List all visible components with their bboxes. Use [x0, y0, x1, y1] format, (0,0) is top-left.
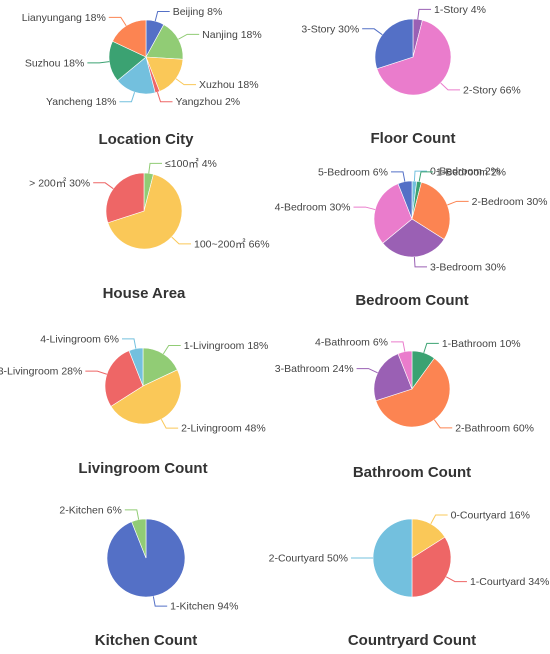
slice-label: 3-Bedroom 30%: [430, 261, 506, 273]
chart-title: Bedroom Count: [355, 292, 468, 309]
slice-label: 3-Story 30%: [301, 23, 359, 35]
slice-label: Beijing 8%: [173, 6, 223, 18]
pie-chart-house-area: ≤100㎡ 4% 100~200㎡ 66% > 200㎡ 30% House Area: [29, 158, 269, 302]
slice-label: 1-Kitchen 94%: [170, 601, 238, 613]
leader-line: [108, 16, 127, 27]
chart-title: Location City: [98, 131, 194, 148]
pie-slice: [107, 173, 183, 250]
chart-title: Bathroom Count: [353, 464, 471, 481]
slice-label: Nanjing 18%: [202, 29, 262, 41]
slice-label: Suzhou 18%: [25, 57, 85, 69]
pie-slice: [382, 218, 445, 258]
chart-title: Countryard Count: [348, 632, 476, 649]
chart-title: Kitchen Count: [95, 632, 198, 649]
pie-slice: [375, 357, 451, 428]
leader-line: [171, 236, 191, 245]
slice-label: 2-Story 66%: [463, 84, 521, 96]
slice-label: Lianyungang 18%: [22, 12, 106, 24]
pie-slice: [131, 518, 147, 559]
leader-line: [447, 200, 469, 206]
leader-line: [162, 344, 181, 355]
pie-chart-bathroom-count: 1-Bathroom 10% 2-Bathroom 60% 3-Bathroom 2…: [275, 336, 534, 481]
leader-line: [85, 370, 108, 375]
pie-slice: [108, 40, 147, 82]
pie-slice: [110, 369, 182, 425]
pie-slice: [411, 536, 452, 598]
slice-label: 1-Story 4%: [434, 4, 486, 16]
leader-line: [152, 596, 168, 607]
pie-slice: [376, 19, 452, 96]
pie-chart-location-city: Beijing 8% Nanjing 18% Xuzhou 18% Yangzhou …: [22, 6, 262, 148]
slice-label: > 200㎡ 30%: [29, 177, 90, 189]
pie-slice: [145, 56, 184, 92]
leader-line: [445, 576, 467, 583]
slice-label: 2-Livingroom 48%: [181, 423, 266, 435]
pie-slice: [411, 181, 451, 240]
pie-slice: [104, 350, 144, 407]
pie-slice: [372, 518, 413, 598]
slice-label: Xuzhou 18%: [199, 79, 259, 91]
leader-line: [440, 82, 460, 91]
slice-label: 2-Kitchen 6%: [59, 504, 121, 516]
leader-line: [148, 162, 163, 174]
slice-label: 4-Bathroom 6%: [315, 336, 388, 348]
chart-title: Floor Count: [371, 130, 456, 147]
leader-line: [391, 171, 406, 182]
pie-slice: [374, 18, 414, 70]
leader-line: [391, 341, 406, 352]
leader-line: [154, 10, 170, 22]
pie-slice: [117, 56, 156, 95]
leader-line: [175, 78, 197, 86]
leader-line: [417, 8, 432, 20]
leader-line: [430, 514, 448, 525]
pie-chart-floor-count: 1-Story 4% 2-Story 66% 3-Story 30% Floor Co…: [301, 4, 520, 147]
leader-line: [124, 509, 140, 520]
leader-line: [418, 171, 433, 182]
pie-slice: [142, 347, 178, 387]
slice-label: ≤100㎡ 4%: [165, 158, 217, 170]
leader-line: [178, 33, 200, 40]
chart-title: Livingroom Count: [78, 460, 207, 477]
pie-chart-kitchen-count: 1-Kitchen 94% 2-Kitchen 6% Kitchen Count: [59, 504, 238, 649]
slice-label: 0-Bedroom 2%: [430, 166, 500, 178]
leader-line: [413, 256, 428, 268]
slice-label: 0-Courtyard 16%: [451, 510, 530, 522]
pie-chart-bedroom-count: 0-Bedroom 2%1-Bedroom 2% 2-Bedroom 30% 3-B…: [275, 166, 548, 309]
pie-chart-countryard-count: 0-Courtyard 16% 1-Courtyard 34% 2-Courtyar…: [269, 510, 550, 649]
leader-line: [423, 342, 439, 354]
leader-line: [87, 61, 110, 64]
slice-label: 100~200㎡ 66%: [194, 238, 270, 250]
slice-label: 3-Livingroom 28%: [0, 366, 82, 378]
leader-line: [413, 170, 428, 182]
leader-line: [119, 92, 136, 103]
pie-slice: [112, 19, 147, 58]
chart-title: House Area: [103, 285, 186, 302]
slice-label: 3-Bathroom 24%: [275, 363, 354, 375]
slice-label: 1-Bathroom 10%: [442, 338, 521, 350]
leader-line: [356, 368, 378, 374]
leader-line: [362, 28, 383, 36]
slice-label: 5-Bedroom 6%: [318, 166, 388, 178]
slice-label: 1-Livingroom 18%: [184, 340, 269, 352]
slice-label: 2-Bathroom 60%: [455, 422, 534, 434]
leader-line: [93, 182, 114, 190]
slice-label: 4-Bedroom 30%: [275, 202, 351, 214]
slice-label: 4-Livingroom 6%: [40, 333, 119, 345]
leader-line: [353, 206, 376, 211]
slice-label: Yancheng 18%: [46, 96, 116, 108]
slice-label: 1-Bedroom 2%: [436, 166, 506, 178]
pie-slice: [105, 172, 145, 224]
leader-line: [160, 419, 179, 429]
pie-chart-livingroom-count: 1-Livingroom 18% 2-Livingroom 48% 3-Living…: [0, 333, 268, 477]
pie-slice: [145, 24, 184, 60]
slice-label: 2-Courtyard 50%: [269, 553, 348, 565]
slice-label: 1-Courtyard 34%: [470, 576, 549, 588]
slice-label: Yangzhou 2%: [176, 96, 241, 108]
leader-line: [122, 338, 137, 349]
leader-line: [156, 92, 173, 103]
leader-line: [433, 419, 453, 429]
slice-label: 2-Bedroom 30%: [472, 196, 548, 208]
